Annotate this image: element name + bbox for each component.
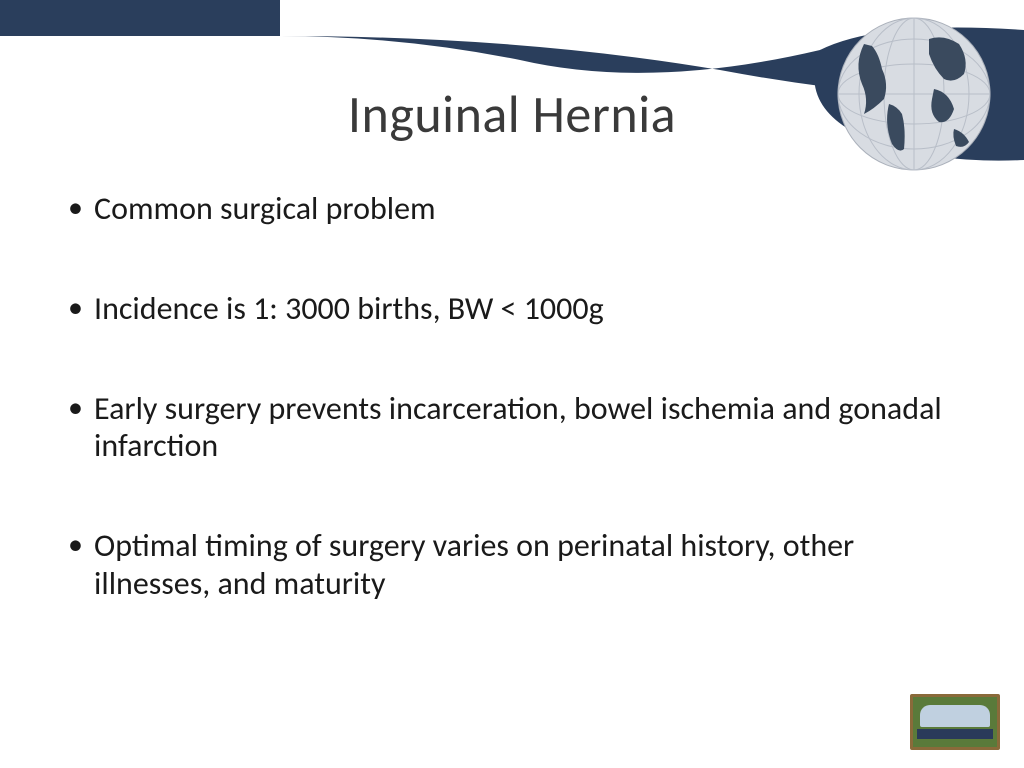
bullet-item: Incidence is 1: 3000 births, BW < 1000g — [64, 290, 960, 328]
bullet-item: Optimal timing of surgery varies on peri… — [64, 527, 960, 603]
slide-title: Inguinal Hernia — [0, 82, 1024, 146]
header-accent-bar — [0, 0, 280, 36]
footer-organization-logo — [910, 694, 1000, 750]
bullet-list: Common surgical problem Incidence is 1: … — [64, 190, 960, 665]
bullet-item: Common surgical problem — [64, 190, 960, 228]
bullet-item: Early surgery prevents incarceration, bo… — [64, 390, 960, 466]
